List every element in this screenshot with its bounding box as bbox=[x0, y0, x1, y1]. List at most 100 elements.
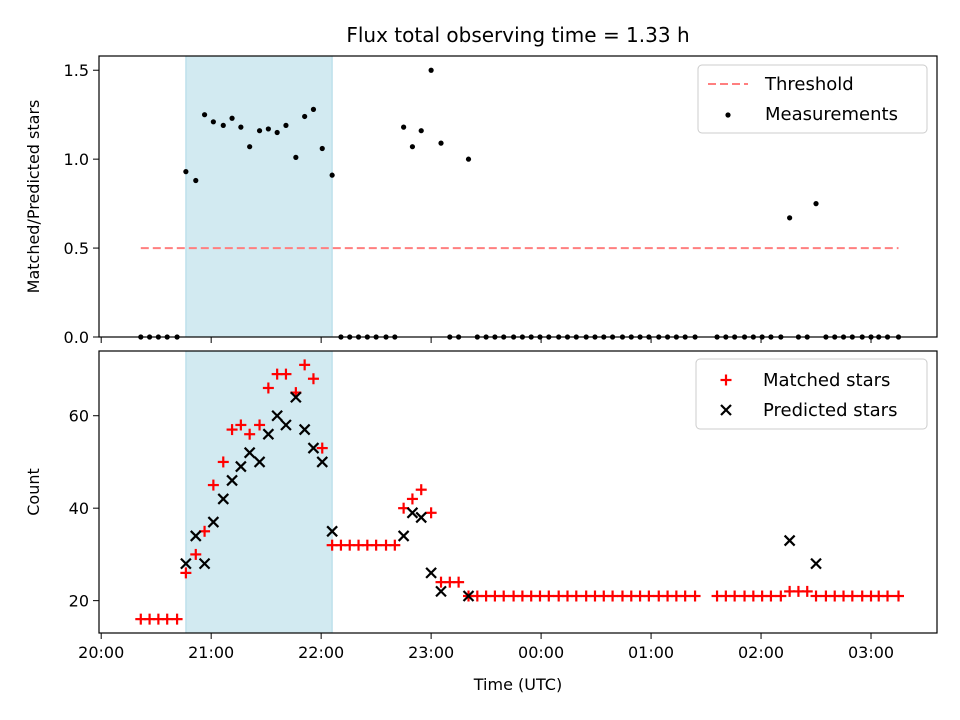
predicted-star-point bbox=[298, 423, 311, 436]
y-tick-label: 1.5 bbox=[64, 61, 89, 80]
predicted-star-point bbox=[253, 456, 266, 468]
x-tick-label: 03:00 bbox=[848, 643, 894, 662]
y-tick-label: 1.0 bbox=[64, 150, 89, 169]
matched-star-point bbox=[425, 507, 437, 519]
measurement-point bbox=[428, 67, 434, 73]
predicted-legend-label: Predicted stars bbox=[763, 400, 897, 421]
matched-star-point bbox=[765, 590, 777, 602]
count-y-ticks: 20 40 60 bbox=[69, 407, 99, 611]
measurement-point bbox=[401, 124, 407, 130]
matched-star-point bbox=[299, 359, 311, 371]
matched-star-point bbox=[244, 428, 256, 440]
count-x-ticks: 20:00 21:00 22:00 23:00 00:00 01:00 02:00 03:00 bbox=[78, 633, 894, 662]
ratio-x-ticks bbox=[100, 337, 872, 343]
x-tick-label: 00:00 bbox=[518, 643, 564, 662]
measurement-point bbox=[201, 112, 208, 118]
matched-star-point bbox=[262, 382, 274, 394]
measurement-point bbox=[256, 128, 263, 134]
observing-window-span bbox=[185, 55, 333, 338]
matched-star-point bbox=[689, 590, 701, 602]
predicted-star-point bbox=[207, 516, 220, 528]
measurement-point bbox=[319, 145, 325, 152]
matched-star-point bbox=[316, 442, 328, 454]
matched-star-point bbox=[161, 613, 173, 625]
x-tick-label: 22:00 bbox=[298, 643, 344, 662]
measurement-point bbox=[329, 172, 335, 178]
predicted-star-point bbox=[290, 391, 302, 404]
matched-star-point bbox=[893, 590, 905, 602]
predicted-star-point bbox=[425, 567, 437, 579]
predicted-legend-swatch bbox=[720, 404, 732, 416]
matched-star-point bbox=[254, 419, 266, 431]
predicted-star-point bbox=[271, 409, 283, 422]
matched-legend-swatch bbox=[720, 374, 732, 386]
measurements-legend-swatch bbox=[725, 112, 731, 118]
predicted-star-point bbox=[397, 530, 410, 542]
measurement-point bbox=[229, 115, 235, 121]
predicted-star-point bbox=[415, 511, 428, 524]
predicted-star-point bbox=[462, 590, 475, 602]
predicted-star-point bbox=[810, 557, 822, 570]
count-legend-box bbox=[695, 358, 928, 430]
y-tick-label: 60 bbox=[69, 407, 89, 426]
matched-star-point bbox=[415, 484, 427, 496]
measurement-point bbox=[465, 156, 472, 162]
count-y-axis-label: Count bbox=[24, 468, 43, 516]
predicted-star-point bbox=[326, 525, 338, 538]
matched-star-point bbox=[207, 479, 219, 491]
matched-star-point bbox=[543, 590, 555, 602]
matched-star-point bbox=[226, 424, 238, 436]
matched-star-point bbox=[679, 590, 691, 602]
matched-star-point bbox=[570, 590, 582, 602]
matched-star-point bbox=[498, 590, 510, 602]
matched-star-point bbox=[801, 585, 813, 597]
matched-star-point bbox=[607, 590, 619, 602]
matched-star-point bbox=[882, 590, 894, 602]
matched-star-point bbox=[370, 539, 382, 551]
x-tick-label: 23:00 bbox=[408, 643, 454, 662]
measurement-point bbox=[409, 144, 416, 150]
measurement-point bbox=[438, 140, 444, 146]
y-tick-label: 0.0 bbox=[64, 328, 89, 347]
x-tick-label: 21:00 bbox=[188, 643, 234, 662]
predicted-star-point bbox=[243, 446, 256, 459]
predicted-star-point bbox=[198, 557, 211, 570]
matched-star-point bbox=[235, 419, 247, 431]
measurement-point bbox=[418, 128, 424, 134]
y-tick-label: 20 bbox=[69, 592, 89, 611]
measurement-point bbox=[787, 215, 793, 221]
y-tick-label: 0.5 bbox=[64, 239, 89, 258]
threshold-legend-label: Threshold bbox=[764, 74, 854, 95]
count-panel: 20 40 60 20:00 21:00 22:00 23:00 00:00 01:00 02:… bbox=[24, 350, 938, 694]
predicted-star-point bbox=[189, 530, 202, 542]
matched-star-point bbox=[217, 456, 229, 468]
matched-legend-label: Matched stars bbox=[763, 370, 890, 391]
matched-star-point bbox=[729, 590, 741, 602]
predicted-star-point bbox=[316, 456, 329, 468]
measurement-point bbox=[183, 169, 189, 175]
ratio-y-ticks: 0.0 0.5 1.0 1.5 bbox=[64, 61, 99, 347]
measurement-point bbox=[310, 106, 317, 112]
measurement-point bbox=[813, 201, 819, 207]
measurement-point bbox=[283, 122, 289, 128]
matched-star-point bbox=[389, 539, 401, 551]
measurement-point bbox=[265, 126, 271, 132]
measurement-point bbox=[302, 113, 308, 120]
matched-star-point bbox=[810, 590, 822, 602]
matched-star-point bbox=[180, 567, 192, 579]
observing-window-span bbox=[185, 350, 333, 634]
predicted-star-point bbox=[783, 534, 796, 547]
predicted-star-point bbox=[280, 419, 292, 431]
matched-star-point bbox=[453, 576, 465, 588]
ratio-y-axis-label: Matched/Predicted stars bbox=[24, 100, 43, 294]
matched-star-point bbox=[280, 368, 292, 380]
x-tick-label: 01:00 bbox=[628, 643, 674, 662]
predicted-star-point bbox=[226, 474, 238, 487]
predicted-star-point bbox=[406, 507, 419, 519]
measurement-point bbox=[193, 177, 199, 184]
x-tick-label: 20:00 bbox=[78, 643, 124, 662]
matched-star-point bbox=[846, 590, 858, 602]
predicted-star-point bbox=[262, 428, 275, 440]
ratio-legend: Threshold Measurements bbox=[697, 64, 928, 134]
